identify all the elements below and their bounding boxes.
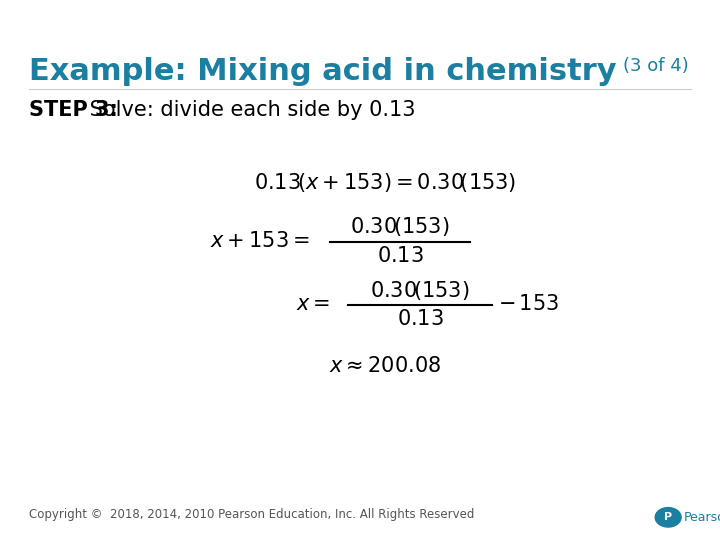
Text: $x\approx200.08$: $x\approx200.08$ [329,357,441,377]
Text: $x+153=$: $x+153=$ [210,232,310,252]
Text: $-\,153$: $-\,153$ [498,295,559,315]
Text: Pearson: Pearson [684,511,720,524]
Text: $0.13\!\left(x+153\right)=0.30\!\left(153\right)$: $0.13\!\left(x+153\right)=0.30\!\left(15… [254,171,516,193]
Text: $0.13$: $0.13$ [377,247,423,267]
Text: P: P [664,512,672,522]
Text: (3 of 4): (3 of 4) [623,57,688,75]
Text: Example: Mixing acid in chemistry: Example: Mixing acid in chemistry [29,57,616,86]
Text: STEP 3:: STEP 3: [29,100,117,120]
Text: $0.13$: $0.13$ [397,310,444,330]
Text: $0.30\!\left(153\right)$: $0.30\!\left(153\right)$ [351,215,450,239]
Text: $0.30\!\left(153\right)$: $0.30\!\left(153\right)$ [370,279,469,301]
Text: Solve: divide each side by 0.13: Solve: divide each side by 0.13 [83,100,415,120]
Text: $x=$: $x=$ [296,295,330,315]
Text: Copyright ©  2018, 2014, 2010 Pearson Education, Inc. All Rights Reserved: Copyright © 2018, 2014, 2010 Pearson Edu… [29,508,474,521]
